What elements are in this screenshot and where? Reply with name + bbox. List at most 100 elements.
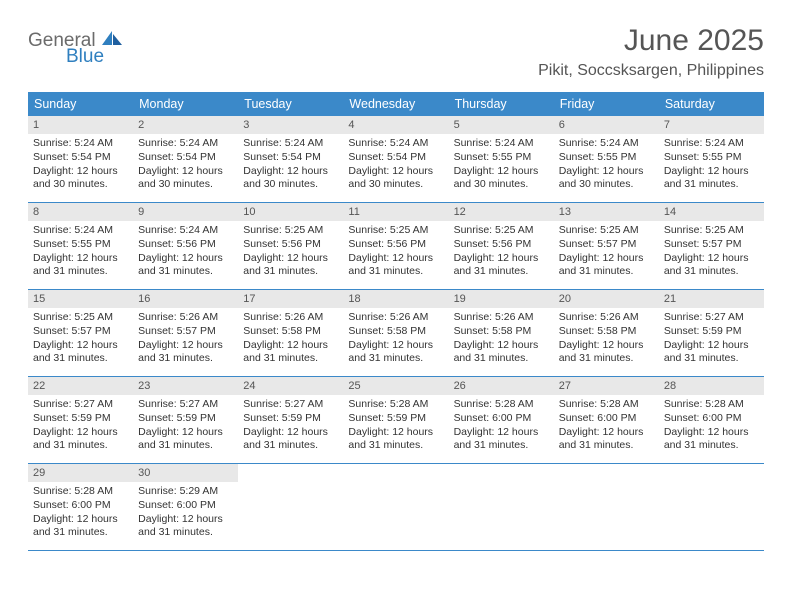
day-body: Sunrise: 5:28 AMSunset: 6:00 PMDaylight:…	[659, 395, 764, 458]
day-line-d2: and 31 minutes.	[664, 439, 759, 453]
day-line-sr: Sunrise: 5:26 AM	[559, 311, 654, 325]
day-number: 15	[28, 290, 133, 308]
day-line-sr: Sunrise: 5:28 AM	[664, 398, 759, 412]
day-line-d1: Daylight: 12 hours	[559, 165, 654, 179]
weekday-header: Monday	[133, 92, 238, 116]
day-line-d1: Daylight: 12 hours	[454, 165, 549, 179]
day-body: Sunrise: 5:26 AMSunset: 5:58 PMDaylight:…	[554, 308, 659, 371]
day-line-d1: Daylight: 12 hours	[348, 339, 443, 353]
day-line-ss: Sunset: 5:55 PM	[559, 151, 654, 165]
day-line-d1: Daylight: 12 hours	[138, 252, 233, 266]
day-line-d2: and 31 minutes.	[33, 439, 128, 453]
day-cell: 20Sunrise: 5:26 AMSunset: 5:58 PMDayligh…	[554, 290, 659, 376]
day-line-d2: and 31 minutes.	[348, 265, 443, 279]
day-body: Sunrise: 5:28 AMSunset: 6:00 PMDaylight:…	[28, 482, 133, 545]
weekday-header: Saturday	[659, 92, 764, 116]
weekday-header: Sunday	[28, 92, 133, 116]
day-line-d2: and 31 minutes.	[243, 439, 338, 453]
day-number: 8	[28, 203, 133, 221]
day-line-sr: Sunrise: 5:29 AM	[138, 485, 233, 499]
day-line-d1: Daylight: 12 hours	[664, 165, 759, 179]
day-number: 20	[554, 290, 659, 308]
day-line-sr: Sunrise: 5:25 AM	[454, 224, 549, 238]
day-line-d2: and 30 minutes.	[559, 178, 654, 192]
day-body: Sunrise: 5:27 AMSunset: 5:59 PMDaylight:…	[133, 395, 238, 458]
day-line-d2: and 31 minutes.	[138, 439, 233, 453]
day-line-d2: and 31 minutes.	[138, 526, 233, 540]
day-number: 30	[133, 464, 238, 482]
day-line-d2: and 31 minutes.	[243, 352, 338, 366]
day-cell: 23Sunrise: 5:27 AMSunset: 5:59 PMDayligh…	[133, 377, 238, 463]
day-line-d1: Daylight: 12 hours	[454, 252, 549, 266]
day-number: 28	[659, 377, 764, 395]
day-line-sr: Sunrise: 5:25 AM	[664, 224, 759, 238]
day-line-d1: Daylight: 12 hours	[348, 165, 443, 179]
day-line-ss: Sunset: 5:54 PM	[33, 151, 128, 165]
day-line-ss: Sunset: 5:59 PM	[243, 412, 338, 426]
day-line-d1: Daylight: 12 hours	[559, 426, 654, 440]
weeks-container: 1Sunrise: 5:24 AMSunset: 5:54 PMDaylight…	[28, 116, 764, 551]
week-row: 22Sunrise: 5:27 AMSunset: 5:59 PMDayligh…	[28, 377, 764, 464]
day-number: 19	[449, 290, 554, 308]
day-cell: 18Sunrise: 5:26 AMSunset: 5:58 PMDayligh…	[343, 290, 448, 376]
day-line-sr: Sunrise: 5:24 AM	[664, 137, 759, 151]
day-body: Sunrise: 5:28 AMSunset: 5:59 PMDaylight:…	[343, 395, 448, 458]
day-line-d2: and 31 minutes.	[33, 265, 128, 279]
day-line-sr: Sunrise: 5:26 AM	[138, 311, 233, 325]
day-line-sr: Sunrise: 5:24 AM	[33, 224, 128, 238]
calendar: SundayMondayTuesdayWednesdayThursdayFrid…	[28, 92, 764, 551]
weekday-header: Friday	[554, 92, 659, 116]
day-cell: 6Sunrise: 5:24 AMSunset: 5:55 PMDaylight…	[554, 116, 659, 202]
day-cell: 2Sunrise: 5:24 AMSunset: 5:54 PMDaylight…	[133, 116, 238, 202]
day-body: Sunrise: 5:29 AMSunset: 6:00 PMDaylight:…	[133, 482, 238, 545]
day-line-ss: Sunset: 5:59 PM	[664, 325, 759, 339]
week-row: 8Sunrise: 5:24 AMSunset: 5:55 PMDaylight…	[28, 203, 764, 290]
day-line-d1: Daylight: 12 hours	[664, 252, 759, 266]
day-number: 1	[28, 116, 133, 134]
day-cell: 9Sunrise: 5:24 AMSunset: 5:56 PMDaylight…	[133, 203, 238, 289]
day-number: 13	[554, 203, 659, 221]
day-body: Sunrise: 5:25 AMSunset: 5:57 PMDaylight:…	[28, 308, 133, 371]
day-body: Sunrise: 5:24 AMSunset: 5:54 PMDaylight:…	[28, 134, 133, 197]
day-cell: 4Sunrise: 5:24 AMSunset: 5:54 PMDaylight…	[343, 116, 448, 202]
day-cell: 19Sunrise: 5:26 AMSunset: 5:58 PMDayligh…	[449, 290, 554, 376]
day-cell: 17Sunrise: 5:26 AMSunset: 5:58 PMDayligh…	[238, 290, 343, 376]
day-line-ss: Sunset: 5:57 PM	[664, 238, 759, 252]
day-line-ss: Sunset: 5:57 PM	[559, 238, 654, 252]
day-cell: 21Sunrise: 5:27 AMSunset: 5:59 PMDayligh…	[659, 290, 764, 376]
day-cell	[238, 464, 343, 550]
day-line-d2: and 30 minutes.	[33, 178, 128, 192]
day-line-d1: Daylight: 12 hours	[559, 252, 654, 266]
day-number: 29	[28, 464, 133, 482]
day-number: 10	[238, 203, 343, 221]
day-cell: 10Sunrise: 5:25 AMSunset: 5:56 PMDayligh…	[238, 203, 343, 289]
day-line-sr: Sunrise: 5:25 AM	[348, 224, 443, 238]
day-line-d2: and 30 minutes.	[243, 178, 338, 192]
day-body: Sunrise: 5:26 AMSunset: 5:58 PMDaylight:…	[449, 308, 554, 371]
calendar-page: General Blue June 2025 Pikit, Soccsksarg…	[0, 0, 792, 571]
day-line-d2: and 30 minutes.	[454, 178, 549, 192]
day-line-d2: and 30 minutes.	[348, 178, 443, 192]
day-line-d1: Daylight: 12 hours	[243, 252, 338, 266]
day-line-sr: Sunrise: 5:28 AM	[348, 398, 443, 412]
day-line-sr: Sunrise: 5:27 AM	[664, 311, 759, 325]
day-line-ss: Sunset: 5:58 PM	[559, 325, 654, 339]
day-cell: 14Sunrise: 5:25 AMSunset: 5:57 PMDayligh…	[659, 203, 764, 289]
day-line-d1: Daylight: 12 hours	[33, 252, 128, 266]
day-line-ss: Sunset: 6:00 PM	[33, 499, 128, 513]
day-body: Sunrise: 5:24 AMSunset: 5:54 PMDaylight:…	[343, 134, 448, 197]
day-body: Sunrise: 5:24 AMSunset: 5:55 PMDaylight:…	[659, 134, 764, 197]
day-line-d2: and 31 minutes.	[348, 352, 443, 366]
day-line-d1: Daylight: 12 hours	[33, 165, 128, 179]
day-line-ss: Sunset: 5:54 PM	[243, 151, 338, 165]
day-cell: 26Sunrise: 5:28 AMSunset: 6:00 PMDayligh…	[449, 377, 554, 463]
day-cell: 24Sunrise: 5:27 AMSunset: 5:59 PMDayligh…	[238, 377, 343, 463]
day-line-sr: Sunrise: 5:25 AM	[33, 311, 128, 325]
day-number: 7	[659, 116, 764, 134]
title-block: June 2025 Pikit, Soccsksargen, Philippin…	[538, 24, 764, 80]
day-line-d2: and 31 minutes.	[664, 265, 759, 279]
day-body: Sunrise: 5:24 AMSunset: 5:56 PMDaylight:…	[133, 221, 238, 284]
day-line-ss: Sunset: 5:58 PM	[348, 325, 443, 339]
day-line-sr: Sunrise: 5:24 AM	[454, 137, 549, 151]
day-line-d1: Daylight: 12 hours	[348, 252, 443, 266]
